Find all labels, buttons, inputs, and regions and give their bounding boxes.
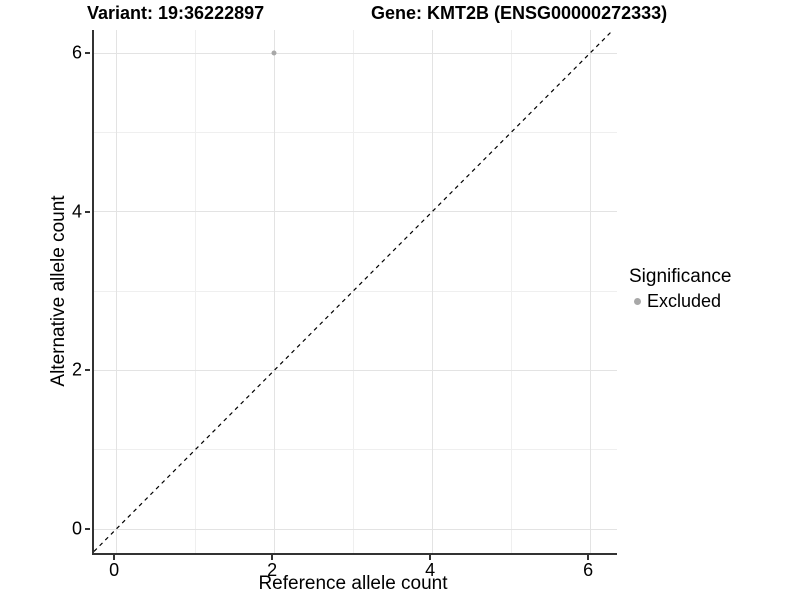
legend-title: Significance: [629, 266, 732, 287]
x-tick-mark: [429, 555, 432, 560]
excluded-point-icon: [634, 298, 641, 305]
y-tick-mark: [85, 52, 90, 54]
variant-title: Variant: 19:36222897: [87, 3, 265, 23]
gene-title: Gene: KMT2B (ENSG00000272333): [371, 3, 668, 23]
y-tick-label: 6: [71, 42, 82, 63]
y-gridline-minor: [94, 131, 617, 133]
x-gridline-major: [273, 30, 275, 553]
x-tick-label: 6: [583, 560, 594, 580]
y-gridline-major: [94, 211, 617, 213]
y-gridline-minor: [94, 290, 617, 292]
x-gridline-major: [431, 30, 433, 553]
x-tick-label: 4: [425, 560, 436, 580]
y-tick-mark: [85, 528, 90, 531]
y-tick-label: 2: [71, 359, 82, 380]
y-axis-title: Alternative allele count: [48, 195, 69, 387]
y-tick-label: 4: [71, 201, 82, 222]
y-tick-mark: [85, 210, 90, 213]
x-gridline-major: [589, 30, 591, 553]
legend: Significance Excluded: [629, 266, 731, 312]
x-tick-mark: [113, 555, 116, 560]
plot-panel: [92, 29, 617, 555]
legend-item-excluded: Excluded: [629, 291, 731, 312]
y-tick-label: 0: [71, 518, 82, 539]
data-point: [271, 50, 277, 56]
legend-item-label: Excluded: [647, 291, 722, 311]
y-tick-mark: [85, 369, 90, 372]
x-tick-mark: [587, 555, 590, 560]
y-gridline-minor: [94, 449, 617, 451]
x-tick-mark: [271, 555, 274, 560]
x-axis-title: Reference allele count: [258, 573, 448, 594]
x-gridline-major: [115, 30, 117, 553]
y-gridline-major: [94, 52, 617, 54]
y-gridline-major: [94, 528, 617, 530]
y-gridline-major: [94, 369, 617, 371]
x-tick-label: 2: [267, 560, 278, 580]
x-tick-label: 0: [109, 560, 120, 580]
